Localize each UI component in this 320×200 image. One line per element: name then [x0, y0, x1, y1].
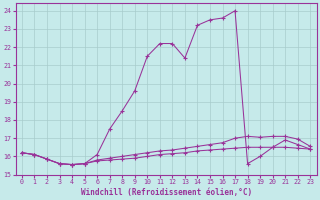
X-axis label: Windchill (Refroidissement éolien,°C): Windchill (Refroidissement éolien,°C)	[81, 188, 252, 197]
